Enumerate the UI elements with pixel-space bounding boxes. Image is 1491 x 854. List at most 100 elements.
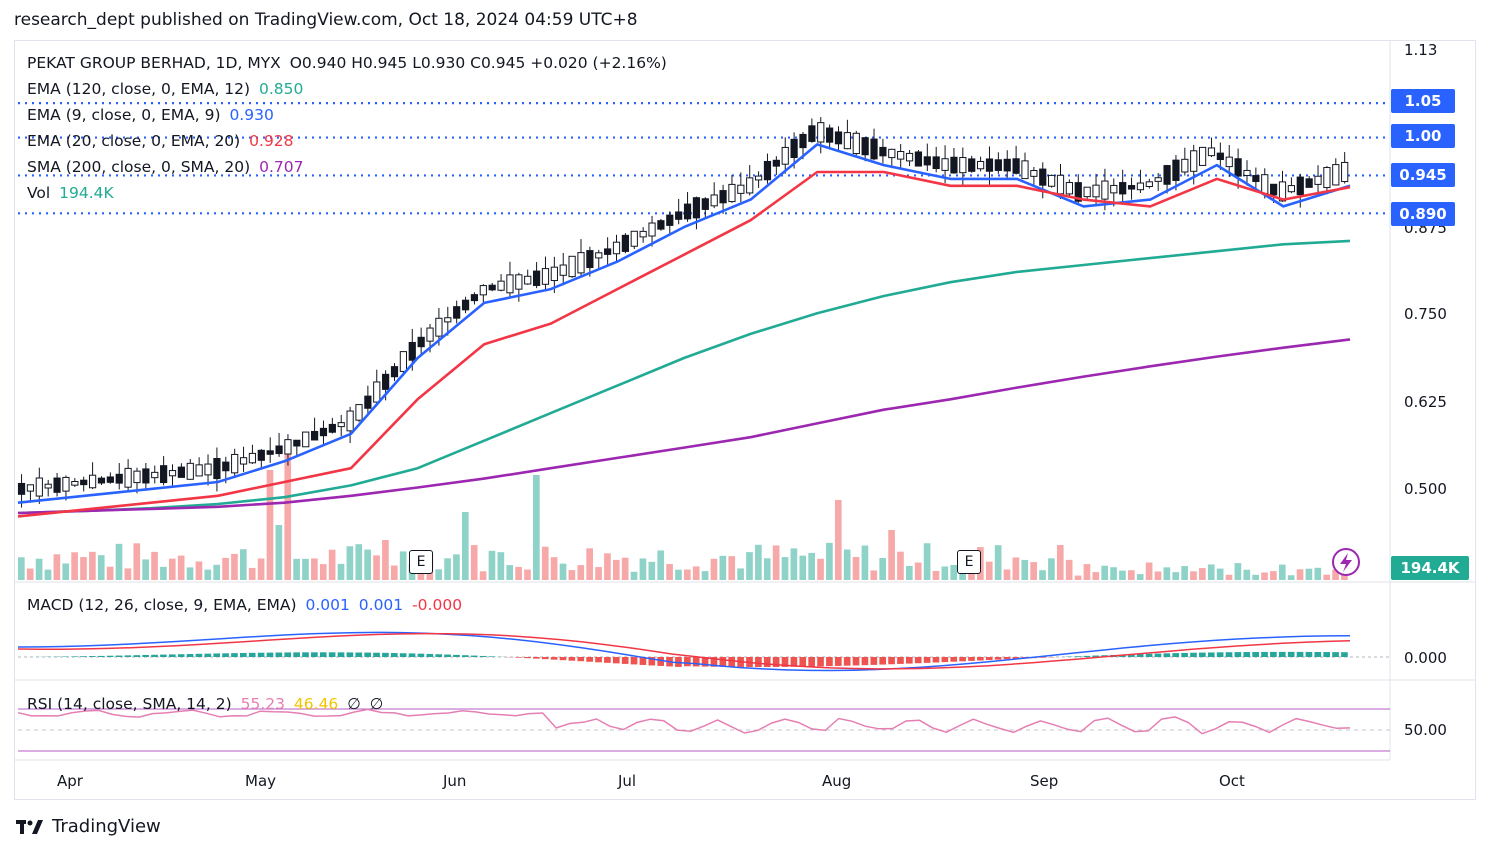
candle-body: [1243, 169, 1251, 176]
candle-body: [470, 294, 479, 302]
candle-body: [1012, 158, 1020, 174]
macd-histogram-bar: [71, 656, 78, 657]
candle-body: [914, 151, 923, 167]
chart-frame[interactable]: [14, 40, 1476, 800]
macd-histogram-bar: [346, 652, 354, 657]
rsi-legend[interactable]: RSI (14, close, SMA, 14, 2) 55.23 46.46 …: [27, 695, 387, 713]
candle-body: [435, 317, 443, 337]
macd-value-3: -0.000: [412, 596, 463, 614]
volume-bar: [675, 569, 682, 580]
macd-histogram-bar: [701, 657, 709, 667]
macd-histogram-bar: [923, 657, 931, 663]
candle-body: [1048, 174, 1056, 187]
volume-bar: [817, 558, 824, 580]
macd-histogram-bar: [808, 657, 815, 667]
volume-bar: [1119, 570, 1126, 580]
volume-bar: [142, 559, 149, 580]
macd-histogram-bar: [355, 652, 363, 657]
macd-histogram-bar: [89, 656, 96, 657]
sma200-legend[interactable]: SMA (200, close, 0, SMA, 20) 0.707: [27, 158, 307, 176]
candle-body: [692, 197, 701, 219]
macd-histogram-bar: [586, 657, 593, 662]
candle-body: [879, 146, 887, 157]
candle-body: [488, 284, 496, 291]
volume-bar: [586, 548, 593, 580]
volume-bar: [417, 571, 425, 580]
volume-bar: [53, 554, 61, 580]
candle-body: [1305, 178, 1313, 188]
macd-tick: 0.000: [1404, 649, 1447, 667]
volume-bar: [914, 562, 922, 580]
candle-body: [71, 481, 79, 486]
candle-body: [1278, 181, 1287, 202]
volume-bar: [746, 552, 753, 580]
ema20-legend[interactable]: EMA (20, close, 0, EMA, 20) 0.928: [27, 132, 298, 150]
macd-histogram-bar: [97, 655, 105, 657]
rsi-tick: 50.00: [1404, 721, 1447, 739]
rsi-value-4: ∅: [369, 695, 384, 713]
volume-bar: [284, 445, 292, 580]
macd-histogram-bar: [1341, 652, 1348, 657]
footer-brand[interactable]: TradingView: [16, 816, 161, 837]
macd-histogram-bar: [426, 653, 434, 657]
macd-histogram-bar: [781, 657, 789, 667]
macd-histogram-bar: [577, 657, 585, 662]
macd-histogram-bar: [1243, 652, 1251, 657]
ema120-legend[interactable]: EMA (120, close, 0, EMA, 12) 0.850: [27, 80, 307, 98]
macd-histogram-bar: [302, 652, 309, 657]
volume-bar: [1278, 564, 1286, 580]
volume-bar: [515, 566, 522, 580]
macd-histogram-bar: [755, 657, 762, 668]
candle-body: [417, 336, 425, 348]
volume-bar: [124, 568, 132, 580]
volume-bar: [115, 543, 123, 580]
candle-body: [62, 476, 70, 492]
macd-histogram-bar: [1128, 654, 1135, 657]
earnings-badge[interactable]: E: [957, 550, 981, 574]
macd-label: MACD (12, 26, close, 9, EMA, EMA): [27, 596, 297, 614]
candle-body: [26, 484, 35, 492]
volume-bar: [941, 566, 949, 580]
candle-body: [968, 158, 976, 172]
macd-legend[interactable]: MACD (12, 26, close, 9, EMA, EMA) 0.001 …: [27, 596, 466, 614]
tradingview-logo-icon: [16, 819, 43, 834]
volume-bar: [462, 512, 469, 580]
macd-histogram-bar: [106, 655, 114, 657]
candle-body: [950, 156, 958, 174]
volume-bar: [728, 556, 736, 580]
volume-legend[interactable]: Vol 194.4K: [27, 184, 118, 202]
x-label-may: May: [245, 772, 277, 790]
volume-bar: [533, 475, 540, 580]
candle-body: [44, 483, 52, 489]
macd-histogram-bar: [142, 654, 149, 657]
macd-histogram-bar: [382, 652, 389, 657]
candle-body: [861, 137, 869, 156]
volume-bar: [648, 561, 656, 580]
macd-histogram-bar: [612, 657, 620, 664]
macd-histogram-bar: [817, 657, 824, 667]
macd-histogram-bar: [1270, 651, 1277, 657]
candle-body: [302, 431, 310, 448]
ema9-legend[interactable]: EMA (9, close, 0, EMA, 9) 0.930: [27, 106, 278, 124]
earnings-badge[interactable]: E: [409, 550, 433, 574]
volume-bar: [950, 565, 958, 580]
volume-bar: [382, 540, 389, 580]
candle-body: [1065, 182, 1074, 195]
volume-bar: [231, 553, 238, 580]
volume-bar: [1030, 562, 1037, 580]
macd-histogram-bar: [559, 657, 567, 661]
macd-histogram-bar: [621, 657, 629, 664]
candle-body: [106, 476, 114, 483]
macd-histogram-bar: [1287, 651, 1295, 657]
symbol-name: PEKAT GROUP BERHAD, 1D, MYX: [27, 54, 281, 72]
candle-body: [382, 373, 390, 390]
macd-histogram-bar: [222, 653, 229, 657]
macd-histogram-bar: [266, 652, 274, 657]
macd-histogram-bar: [444, 654, 451, 657]
candle-body: [923, 156, 931, 166]
candle-body: [213, 458, 221, 480]
volume-bar: [470, 545, 478, 580]
candle-body: [248, 452, 257, 464]
macd-line: [17, 631, 1351, 672]
